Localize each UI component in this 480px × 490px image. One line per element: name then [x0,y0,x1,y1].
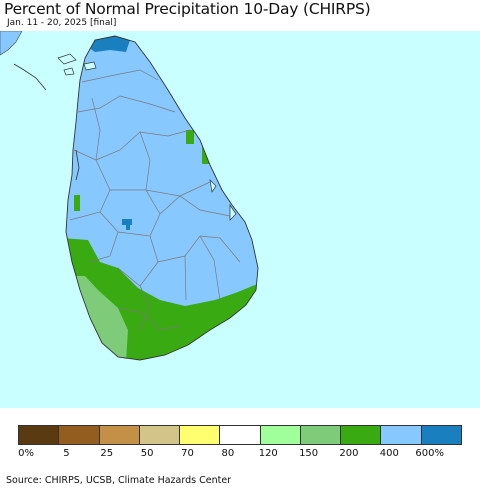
legend-tick-label: 120 [258,448,278,459]
map-panel [0,31,480,408]
legend-tick-label: 150 [299,448,319,459]
adams-bridge-line [13,63,47,91]
legend-tick-label: 50 [140,448,154,459]
sri-lanka-map [0,31,259,361]
legend-swatch [180,426,221,444]
west-coast-patch [74,195,80,211]
legend-tick-label: 25 [100,448,114,459]
west-lagoon [75,149,80,181]
source-credit: Source: CHIRPS, UCSB, Climate Hazards Ce… [6,475,232,486]
legend-swatch [99,426,140,444]
legend-swatch [19,426,60,444]
legend-tick-label: 600% [415,448,444,459]
legend-swatch [341,426,382,444]
east-coast-patch [186,130,194,144]
map-subtitle: Jan. 11 - 20, 2025 [final] [7,18,117,28]
legend-tick-label: 0% [18,448,34,459]
legend-tick-label: 200 [339,448,359,459]
coastline [65,35,259,361]
legend-swatch [220,426,261,444]
legend-swatch [59,426,100,444]
map-title: Percent of Normal Precipitation 10-Day (… [4,0,371,18]
central-patch [122,219,132,225]
northern-tip-400-600 [85,36,130,52]
legend-tick-label: 80 [221,448,235,459]
legend-tick-label: 400 [379,448,399,459]
legend-tick-label: 5 [63,448,70,459]
legend-swatch [260,426,301,444]
legend-bar [18,425,462,445]
legend-tick-label: 70 [181,448,194,459]
legend-swatch [139,426,181,444]
district-boundaries [69,69,241,331]
india-coast [0,31,23,56]
legend-swatch [381,426,422,444]
central-patch [126,225,130,230]
small-islands [57,53,237,221]
legend-swatch [300,426,342,444]
legend-swatch [421,426,461,444]
